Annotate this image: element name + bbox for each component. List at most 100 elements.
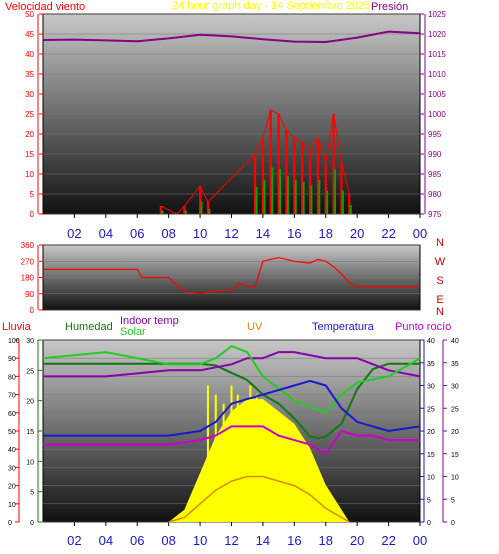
wind-series — [42, 30, 421, 215]
tick-label: 10 — [25, 170, 34, 179]
tick-label: 0 — [8, 520, 12, 527]
tick-label: 20 — [8, 484, 16, 491]
tick-label: 5 — [30, 190, 35, 199]
tick-label: 00 — [413, 226, 427, 241]
tick-label: 25 — [26, 368, 34, 375]
tick-label: 5 — [451, 497, 455, 504]
compass-label: E — [436, 294, 443, 306]
tick-label: 45 — [25, 30, 34, 39]
tick-label: 0 — [30, 306, 35, 315]
wind-time-axis: 02 04 06 08 10 12 14 16 18 20 22 00 — [67, 214, 427, 241]
temperature-series — [42, 344, 421, 523]
tick-label: 50 — [8, 429, 16, 436]
tick-label: 22 — [381, 226, 395, 241]
tick-label: 12 — [224, 226, 238, 241]
tick-label: 08 — [161, 226, 175, 241]
tick-label: 02 — [67, 533, 81, 548]
tick-label: 10 — [193, 226, 207, 241]
tick-label: 0 — [30, 210, 35, 219]
direction-axis: 0 90 180 270 360 — [21, 241, 43, 315]
tick-label: 10 — [427, 475, 435, 482]
tick-label: 35 — [427, 361, 435, 368]
compass-label: N — [436, 237, 444, 249]
tick-label: 15 — [25, 150, 34, 159]
tick-label: 25 — [25, 110, 34, 119]
tick-label: 40 — [451, 338, 459, 345]
tick-label: 10 — [26, 459, 34, 466]
indoor-temp-label: Indoor temp — [120, 315, 179, 327]
tick-label: 990 — [428, 150, 442, 159]
pressure-axis: 975 980 985 990 995 1000 1005 1010 1015 1020 1025 — [420, 10, 446, 219]
tick-label: 80 — [8, 374, 16, 381]
rain-label: Lluvia — [2, 321, 32, 333]
tick-label: 1010 — [428, 70, 446, 79]
tick-label: 10 — [193, 533, 207, 548]
tick-label: 35 — [25, 70, 34, 79]
humidity-temp-axis: 0 5 10 15 20 25 30 — [26, 338, 42, 527]
tick-label: 18 — [319, 533, 333, 548]
tick-label: 40 — [427, 338, 435, 345]
dew-point-label: Punto rocío — [395, 321, 451, 333]
wind-speed-label: Velocidad viento — [5, 1, 85, 13]
tick-label: 60 — [8, 411, 16, 418]
tick-label: 1025 — [428, 10, 446, 19]
tick-label: 975 — [428, 210, 442, 219]
uv-line — [168, 475, 350, 523]
tick-label: 90 — [8, 356, 16, 363]
temperature-time-axis: 02 04 06 08 10 12 14 16 18 20 22 00 — [67, 522, 427, 548]
solar-label: Solar — [120, 326, 146, 338]
tick-label: 270 — [21, 257, 35, 266]
tick-label: 08 — [161, 533, 175, 548]
tick-label: 70 — [8, 393, 16, 400]
tick-label: 5 — [427, 497, 431, 504]
tick-label: 12 — [224, 533, 238, 548]
compass-label: N — [436, 306, 444, 318]
tick-label: 180 — [21, 274, 35, 283]
tick-label: 40 — [25, 50, 34, 59]
tick-label: 40 — [8, 447, 16, 454]
pressure-label: Presión — [371, 1, 408, 13]
tick-label: 15 — [451, 452, 459, 459]
wind-speed-line — [160, 109, 350, 215]
dew-axis: 0 5 10 15 20 25 30 35 40 — [442, 338, 459, 527]
tick-label: 22 — [381, 533, 395, 548]
tick-label: 995 — [428, 130, 442, 139]
rain-axis: 0 10 20 30 40 50 60 70 80 90 100 — [8, 338, 20, 527]
tick-label: 90 — [25, 290, 34, 299]
tick-label: 50 — [25, 10, 34, 19]
solar-axis: 0 5 10 15 20 25 30 35 40 — [420, 338, 435, 527]
tick-label: 20 — [350, 226, 364, 241]
solar-line — [42, 344, 421, 414]
tick-label: 04 — [99, 533, 113, 548]
temperature-chart: 0 10 20 30 40 50 60 70 80 90 100 0 5 10 15 20 25 30 0 5 10… — [8, 338, 459, 548]
graph-title: 24 hour graph day - 14 Septiembre 2025 — [172, 0, 370, 12]
tick-label: 0 — [451, 520, 455, 527]
tick-label: 25 — [451, 406, 459, 413]
tick-label: 14 — [256, 226, 270, 241]
uv-label: UV — [247, 321, 263, 333]
tick-label: 00 — [413, 533, 427, 548]
tick-label: 35 — [451, 361, 459, 368]
tick-label: 360 — [21, 241, 35, 250]
tick-label: 15 — [26, 429, 34, 436]
tick-label: 10 — [8, 502, 16, 509]
tick-label: 20 — [26, 399, 34, 406]
tick-label: 06 — [130, 533, 144, 548]
tick-label: 100 — [8, 338, 20, 345]
tick-label: 30 — [8, 465, 16, 472]
compass-label: W — [435, 256, 446, 268]
pressure-line — [42, 30, 421, 44]
tick-label: 25 — [427, 406, 435, 413]
indoor-temp-line — [43, 351, 421, 378]
tick-label: 06 — [130, 226, 144, 241]
tick-label: 30 — [451, 384, 459, 391]
tick-label: 20 — [427, 429, 435, 436]
tick-label: 30 — [25, 90, 34, 99]
wind-speed-axis: 0 5 10 15 20 25 30 35 40 45 50 — [25, 10, 43, 219]
temperature-line — [43, 379, 421, 437]
tick-label: 30 — [427, 384, 435, 391]
